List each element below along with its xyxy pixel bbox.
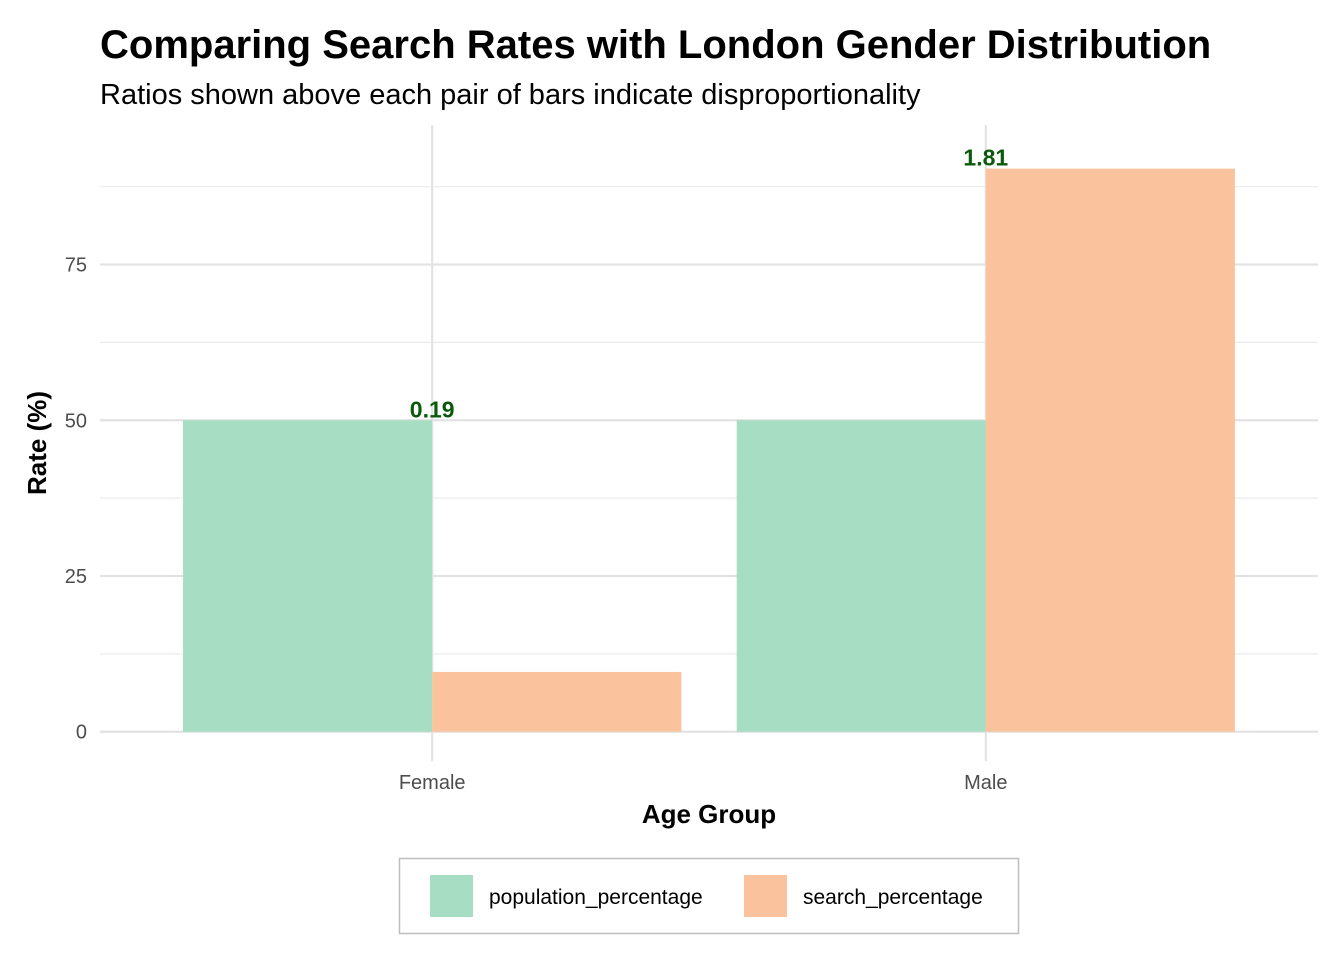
legend: population_percentage search_percentage: [398, 857, 1020, 935]
legend-key-search-percentage: [744, 875, 787, 917]
y-axis-title: Rate (%): [22, 391, 52, 495]
chart-title: Comparing Search Rates with London Gende…: [100, 23, 1211, 67]
legend-frame: [398, 857, 1020, 935]
y-tick-label: 25: [65, 566, 87, 588]
bar-search-percentage-female: [432, 671, 682, 732]
y-tick-label: 0: [76, 722, 87, 744]
bar-population-percentage-male: [736, 420, 986, 732]
bar-population-percentage-female: [183, 420, 433, 732]
bar-layer: [183, 168, 1235, 732]
ratio-label-female: 0.19: [410, 396, 455, 422]
bar-search-percentage-male: [985, 168, 1235, 732]
y-tick-label: 50: [65, 410, 87, 432]
x-tick-label-male: Male: [964, 772, 1007, 794]
annotation-layer: 0.19 1.81: [410, 145, 1009, 423]
legend-label-population-percentage: population_percentage: [489, 886, 703, 909]
x-tick-label-female: Female: [399, 772, 466, 794]
chart-subtitle: Ratios shown above each pair of bars ind…: [100, 79, 921, 111]
ratio-label-male: 1.81: [963, 145, 1008, 171]
y-tick-label: 75: [65, 255, 87, 277]
axis-layer: 0 25 50 75 Female Male: [65, 255, 1008, 794]
legend-key-population-percentage: [430, 875, 473, 917]
legend-items: population_percentage search_percentage: [430, 875, 983, 917]
x-axis-title: Age Group: [642, 799, 776, 829]
legend-label-search-percentage: search_percentage: [803, 886, 983, 909]
